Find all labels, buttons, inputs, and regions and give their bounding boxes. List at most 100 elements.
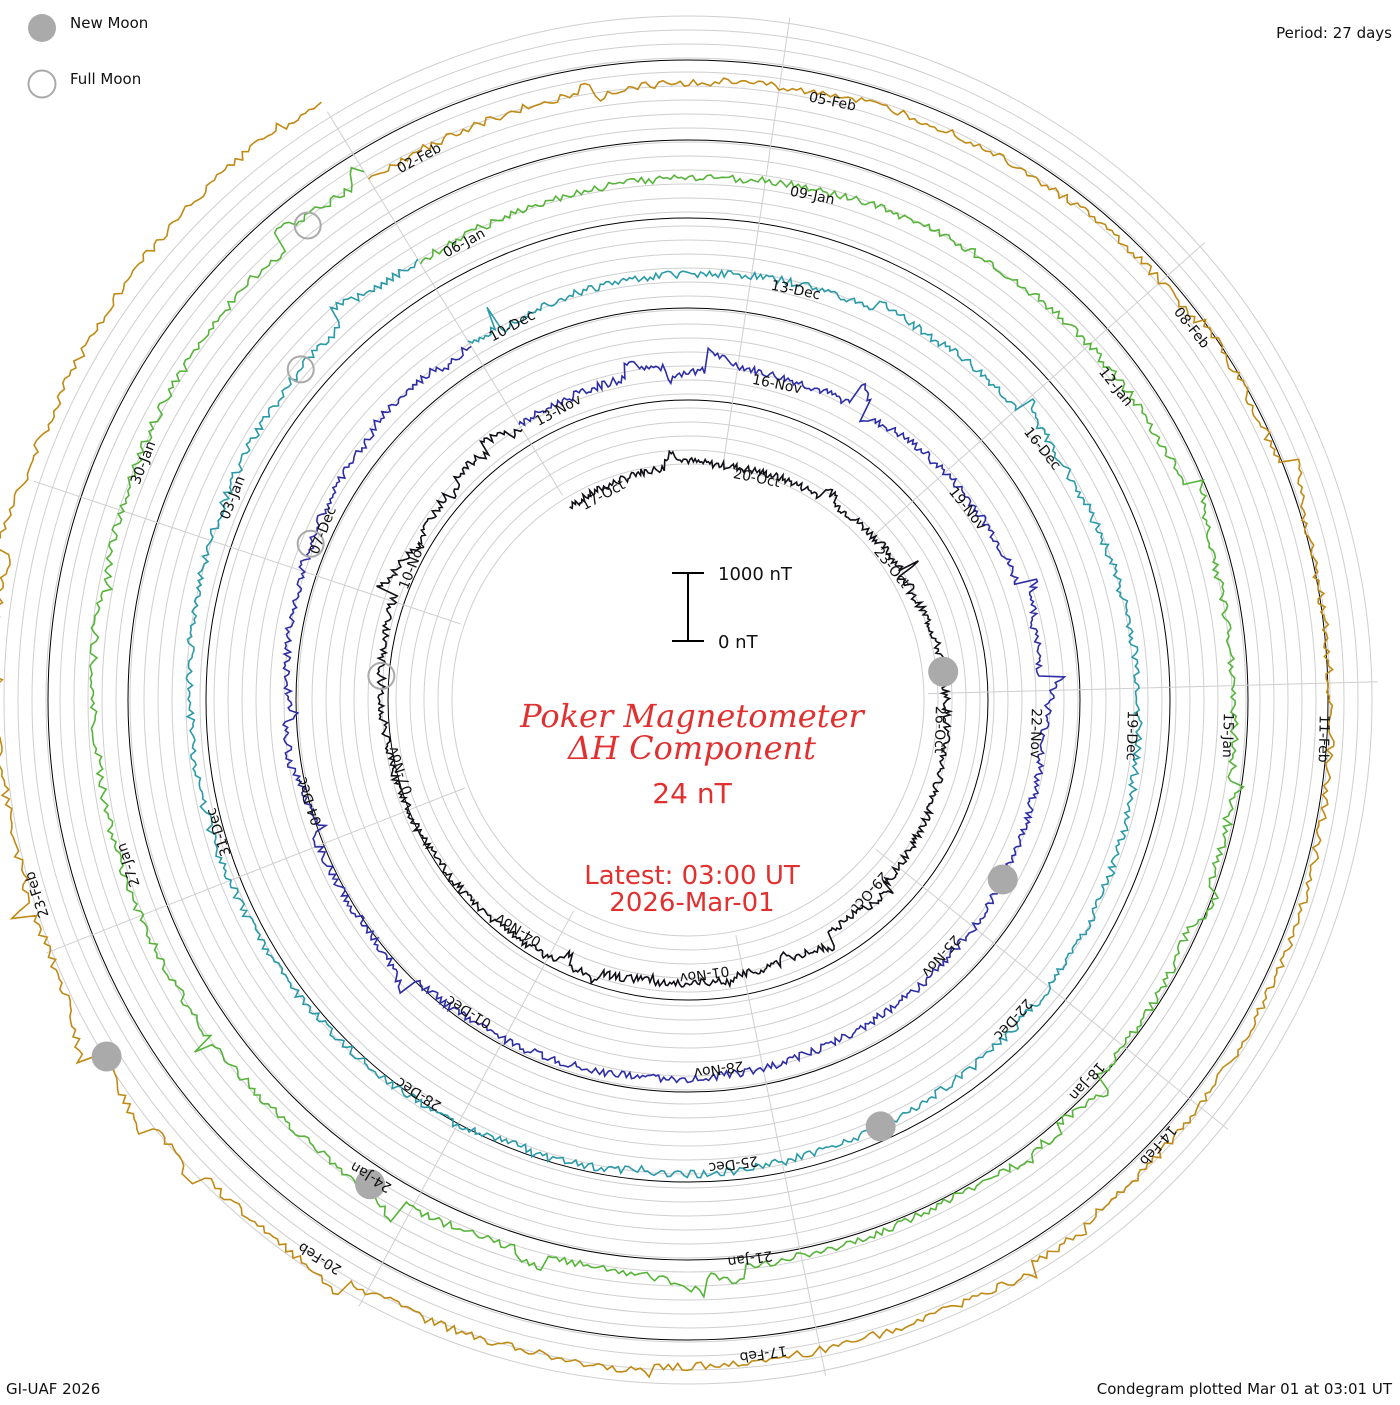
date-label: 22-Nov — [1027, 708, 1044, 759]
grid-circle — [115, 127, 1261, 1273]
rotation-trace — [89, 166, 1245, 1299]
date-label: 04-Nov — [493, 910, 544, 950]
date-label: 21-Jan — [726, 1247, 773, 1270]
grid-circle — [31, 43, 1345, 1357]
footer-left: GI-UAF 2026 — [6, 1380, 100, 1398]
grid-circle — [409, 421, 967, 979]
grid-spoke — [33, 480, 461, 625]
grid-circle — [339, 351, 1037, 1049]
grid-circle — [129, 141, 1247, 1259]
grid-circle — [59, 71, 1317, 1329]
reference-ring — [47, 59, 1329, 1341]
period-label: Period: 27 days — [1276, 24, 1392, 42]
date-label: 15-Jan — [1219, 713, 1236, 759]
new-moon-marker — [865, 1111, 896, 1142]
legend: New Moon Full Moon — [27, 14, 148, 99]
grid-spoke — [875, 848, 1229, 1130]
full-moon-marker — [286, 355, 315, 384]
date-label: 02-Feb — [395, 140, 445, 177]
grid-spoke — [45, 787, 465, 954]
grid-spoke — [722, 17, 791, 463]
date-label: 01-Nov — [678, 962, 730, 985]
grid-circle — [437, 449, 939, 951]
grid-spoke — [358, 910, 574, 1307]
reference-ring — [205, 217, 1171, 1183]
latest-time: Latest: 03:00 UT — [584, 861, 800, 891]
grid-circle — [45, 57, 1331, 1343]
scale-top-label: 1000 nT — [718, 564, 793, 585]
date-label: 25-Dec — [707, 1152, 759, 1175]
grid-circle — [283, 295, 1093, 1105]
grid-circle — [199, 211, 1177, 1189]
date-label: 26-Oct — [931, 706, 948, 754]
grid-circle — [255, 267, 1121, 1133]
date-label: 13-Dec — [770, 278, 822, 304]
grid-spoke — [326, 111, 563, 496]
grid-circle — [297, 309, 1079, 1091]
grid-circle — [101, 113, 1275, 1287]
moon-markers — [91, 211, 1018, 1200]
full-moon-legend-label: Full Moon — [70, 70, 141, 88]
grid-circle — [423, 435, 953, 965]
grid-spoke — [867, 242, 1206, 542]
date-label: 11-Feb — [1315, 715, 1332, 763]
grid-circle — [213, 225, 1163, 1175]
date-label: 13-Nov — [533, 392, 585, 430]
full-moon-marker — [293, 211, 322, 240]
grid-circle — [241, 253, 1135, 1147]
new-moon-marker — [928, 656, 959, 687]
rotation-trace — [281, 345, 1067, 1084]
date-label: 20-Feb — [295, 1239, 344, 1278]
new-moon-marker — [91, 1041, 122, 1072]
new-moon-marker — [355, 1169, 386, 1200]
reference-ring — [387, 399, 989, 1001]
grid-circle — [227, 239, 1149, 1161]
current-value: 24 nT — [652, 777, 732, 810]
date-label: 17-Feb — [738, 1342, 788, 1365]
date-label: 14-Feb — [1136, 1122, 1180, 1168]
latest-date: 2026-Mar-01 — [609, 888, 774, 918]
grid-circle — [143, 155, 1233, 1245]
full-moon-legend-icon — [27, 69, 57, 99]
date-label: 20-Oct — [732, 466, 782, 491]
reference-ring — [127, 139, 1249, 1261]
new-moon-legend-label: New Moon — [70, 14, 148, 32]
data-traces — [0, 77, 1335, 1379]
chart-title-line2: ΔH Component — [566, 729, 816, 767]
rotation-trace — [376, 428, 953, 989]
scale-bottom-label: 0 nT — [718, 632, 759, 653]
date-label: 09-Jan — [789, 184, 837, 209]
date-label: 28-Nov — [693, 1057, 745, 1080]
grid-spokes — [33, 17, 1378, 1377]
date-label: 17-Oct — [579, 477, 629, 514]
date-label: 30-Jan — [128, 439, 159, 487]
date-label: 06-Jan — [441, 226, 488, 262]
date-label: 19-Dec — [1123, 710, 1140, 760]
grid-circle — [3, 15, 1373, 1385]
grid-circle — [87, 99, 1289, 1301]
date-label: 16-Dec — [1020, 424, 1064, 473]
date-label: 23-Feb — [22, 869, 52, 919]
full-moon-marker — [367, 661, 396, 690]
grid-circle — [381, 393, 995, 1007]
chart-title-line1: Poker Magnetometer — [519, 697, 865, 735]
reference-ring — [295, 307, 1081, 1093]
grid-circle — [157, 169, 1219, 1231]
new-moon-marker — [987, 864, 1018, 895]
date-label: 10-Nov — [396, 539, 429, 592]
grid-circle — [171, 183, 1205, 1217]
grid-spoke — [927, 681, 1378, 695]
new-moon-legend-icon — [28, 14, 56, 42]
grid-circle — [353, 365, 1023, 1035]
rotation-trace — [185, 258, 1143, 1179]
footer-right: Condegram plotted Mar 01 at 03:01 UT — [1097, 1380, 1393, 1398]
full-moon-marker — [296, 529, 325, 558]
grid-circle — [185, 197, 1191, 1203]
date-label: 27-Jan — [114, 841, 144, 889]
grid-circle — [367, 379, 1009, 1021]
grid-circle — [395, 407, 981, 993]
rotation-trace — [0, 77, 1335, 1379]
grid-circle — [269, 281, 1107, 1119]
